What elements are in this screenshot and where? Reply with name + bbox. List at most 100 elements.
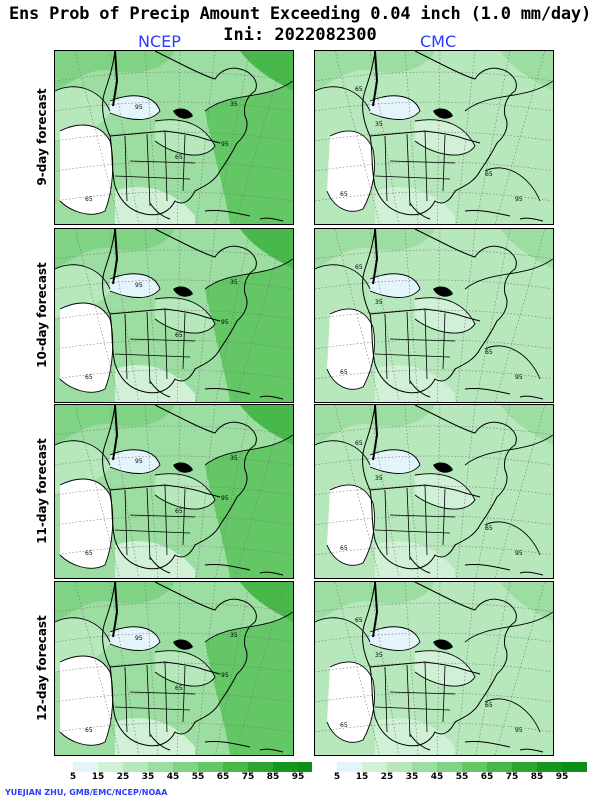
colorbar-segment: [312, 762, 337, 772]
colorbar-segment: [387, 762, 412, 772]
colorbar-tick-label: 25: [116, 772, 130, 782]
contour-label: 95: [135, 104, 143, 111]
colorbar-segment: [537, 762, 562, 772]
colorbar-tick-label: 75: [505, 772, 519, 782]
colorbar-tick-label: 15: [91, 772, 105, 782]
contour-label: 95: [515, 727, 523, 734]
contour-label: 65: [85, 196, 93, 203]
map-panel-ncep-d11: 95 95 65 65 35: [54, 404, 294, 579]
contour-label: 95: [135, 282, 143, 289]
chart-title: Ens Prob of Precip Amount Exceeding 0.04…: [8, 4, 592, 24]
contour-label: 65: [175, 508, 183, 515]
contour-label: 65: [340, 722, 348, 729]
colorbar-ncep: [48, 762, 323, 772]
contour-label: 65: [85, 374, 93, 381]
contour-label: 65: [355, 86, 363, 93]
map-svg: 65 65 65 35 95: [315, 229, 553, 402]
colorbar-tick-label: 35: [405, 772, 419, 782]
row-label-d11: 11-day forecast: [35, 437, 49, 544]
contour-label: 35: [375, 652, 383, 659]
map-panel-ncep-d10: 95 95 65 65 35: [54, 228, 294, 403]
colorbar-cmc: [312, 762, 587, 772]
contour-label: 35: [375, 475, 383, 482]
contour-label: 65: [175, 332, 183, 339]
column-label-ncep: NCEP: [138, 32, 181, 51]
row-label-d12: 12-day forecast: [35, 614, 49, 721]
contour-label: 65: [340, 369, 348, 376]
map-panel-cmc-d11: 65 65 65 35 95: [314, 404, 554, 579]
contour-label: 65: [485, 525, 493, 532]
column-label-cmc: CMC: [420, 32, 457, 51]
colorbar-tick-label: 15: [355, 772, 369, 782]
contour-label: 95: [221, 319, 229, 326]
row-label-d10: 10-day forecast: [35, 261, 49, 368]
colorbar-segment: [48, 762, 73, 772]
colorbar-tick-label: 95: [555, 772, 569, 782]
colorbar-tick-label: 75: [241, 772, 255, 782]
contour-label: 65: [340, 191, 348, 198]
colorbar-segment: [512, 762, 537, 772]
contour-label: 95: [221, 672, 229, 679]
colorbar-tick-label: 65: [480, 772, 494, 782]
contour-label: 65: [355, 264, 363, 271]
colorbar-segment: [412, 762, 437, 772]
contour-label: 95: [221, 495, 229, 502]
colorbar-segment: [248, 762, 273, 772]
contour-label: 65: [175, 154, 183, 161]
map-panel-ncep-d9: 95 95 65 65 35: [54, 50, 294, 225]
contour-label: 65: [175, 685, 183, 692]
map-svg: 95 95 65 65 35: [55, 51, 293, 224]
colorbar-segment: [173, 762, 198, 772]
contour-label: 35: [375, 299, 383, 306]
contour-label: 65: [85, 550, 93, 557]
map-panel-cmc-d10: 65 65 65 35 95: [314, 228, 554, 403]
contour-label: 35: [230, 632, 238, 639]
colorbar-segment: [273, 762, 298, 772]
contour-label: 95: [515, 374, 523, 381]
contour-label: 95: [135, 458, 143, 465]
row-label-d9: 9-day forecast: [35, 87, 49, 186]
map-svg: 95 95 65 65 35: [55, 582, 293, 755]
colorbar-segment: [298, 762, 323, 772]
colorbar-tick-label: 45: [430, 772, 444, 782]
colorbar-tick-label: 55: [191, 772, 205, 782]
colorbar-tick-label: 45: [166, 772, 180, 782]
credit-text: YUEJIAN ZHU, GMB/EMC/NCEP/NOAA: [5, 788, 168, 797]
colorbar-tick-label: 85: [266, 772, 280, 782]
colorbar-segment: [562, 762, 587, 772]
colorbar-tick-label: 85: [530, 772, 544, 782]
contour-label: 95: [515, 550, 523, 557]
colorbar-segment: [123, 762, 148, 772]
contour-label: 65: [340, 545, 348, 552]
contour-label: 35: [230, 279, 238, 286]
colorbar-segment: [462, 762, 487, 772]
contour-label: 65: [485, 349, 493, 356]
colorbar-tick-label: 25: [380, 772, 394, 782]
colorbar-segment: [98, 762, 123, 772]
contour-label: 95: [221, 141, 229, 148]
colorbar-tick-label: 65: [216, 772, 230, 782]
contour-label: 95: [515, 196, 523, 203]
contour-label: 65: [485, 171, 493, 178]
colorbar-tick-label: 55: [455, 772, 469, 782]
map-panel-cmc-d12: 65 65 65 35 95: [314, 581, 554, 756]
contour-label: 95: [135, 635, 143, 642]
colorbar-segment: [362, 762, 387, 772]
contour-label: 35: [375, 121, 383, 128]
contour-label: 65: [355, 617, 363, 624]
colorbar-segment: [437, 762, 462, 772]
init-time: Ini: 2022082300: [223, 25, 377, 45]
colorbar-segment: [223, 762, 248, 772]
colorbar-segment: [73, 762, 98, 772]
contour-label: 35: [230, 455, 238, 462]
colorbar-segment: [487, 762, 512, 772]
colorbar-tick-label: 5: [333, 772, 341, 782]
contour-label: 65: [485, 702, 493, 709]
map-panel-cmc-d9: 65 65 65 35 95: [314, 50, 554, 225]
contour-label: 65: [355, 440, 363, 447]
colorbar-segment: [148, 762, 173, 772]
map-svg: 95 95 65 65 35: [55, 229, 293, 402]
map-svg: 65 65 65 35 95: [315, 405, 553, 578]
colorbar-tick-label: 35: [141, 772, 155, 782]
colorbar-segment: [198, 762, 223, 772]
